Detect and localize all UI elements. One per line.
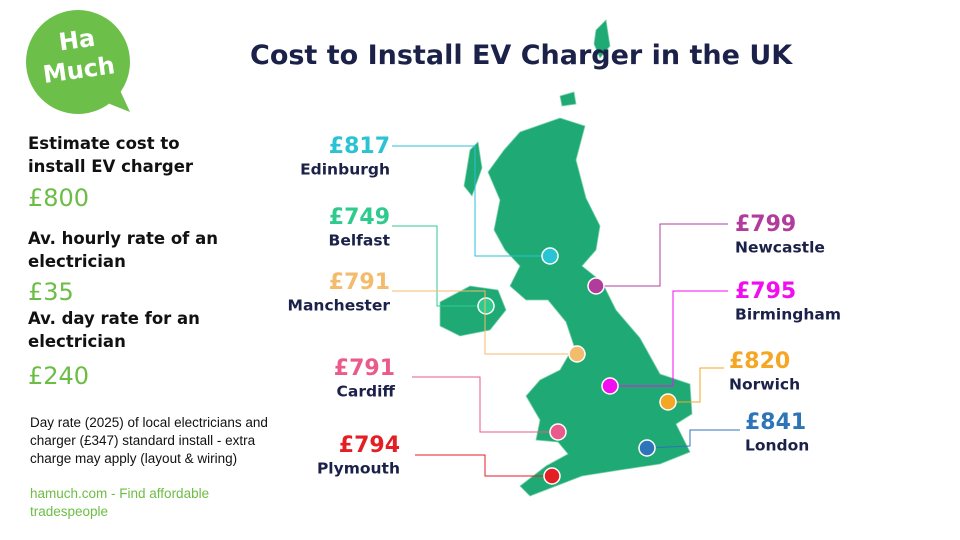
- city-price: £794: [339, 433, 400, 458]
- title: Cost to Install EV Charger in the UK: [250, 40, 793, 71]
- city-price: £817: [329, 134, 390, 159]
- city-name: Newcastle: [735, 239, 825, 257]
- city-dot: [549, 423, 567, 441]
- sidebar-value: £800: [28, 184, 90, 212]
- city-price: £841: [745, 410, 806, 435]
- link[interactable]: hamuch.com - Find affordable tradespeopl…: [30, 486, 210, 519]
- leader-line: [392, 145, 550, 257]
- sidebar-label: Av. hourly rate of an electrician: [28, 229, 218, 271]
- city-name: Edinburgh: [300, 161, 390, 179]
- city-dot: [477, 297, 495, 315]
- city-dot: [587, 277, 605, 295]
- sidebar-label: Av. day rate for an electrician: [28, 309, 200, 351]
- uk-map: [439, 19, 693, 497]
- city-dot: [543, 467, 561, 485]
- note: Day rate (2025) of local electricians an…: [30, 415, 268, 466]
- leader-line: [412, 376, 558, 433]
- logo: Ha Much: [26, 10, 130, 114]
- sidebar-label: Estimate cost to install EV charger: [28, 134, 194, 176]
- leader-line: [415, 454, 552, 477]
- leader-line: [646, 429, 740, 449]
- city-price: £791: [329, 270, 390, 295]
- city-price: £820: [729, 349, 790, 374]
- city-dot: [601, 377, 619, 395]
- city-name: Cardiff: [337, 383, 396, 401]
- city-name: Belfast: [329, 232, 391, 250]
- sidebar-value: £35: [28, 278, 74, 306]
- city-price: £749: [329, 205, 390, 230]
- leader-line: [392, 225, 486, 307]
- city-price: £795: [735, 279, 796, 304]
- city-name: Manchester: [288, 297, 391, 315]
- city-dot: [541, 247, 559, 265]
- city-price: £799: [735, 212, 796, 237]
- city-name: Norwich: [729, 376, 800, 394]
- leader-line: [392, 290, 577, 355]
- city-name: Birmingham: [735, 306, 841, 324]
- leader-line: [596, 223, 728, 287]
- city-name: Plymouth: [317, 460, 400, 478]
- city-name: London: [745, 437, 809, 455]
- city-dot: [659, 393, 677, 411]
- logo-text: Ha: [57, 24, 97, 57]
- city-dot: [638, 439, 656, 457]
- city-dot: [568, 345, 586, 363]
- sidebar-value: £240: [28, 362, 90, 390]
- city-price: £791: [334, 356, 395, 381]
- leaders: [392, 145, 740, 485]
- leader-line: [668, 367, 724, 403]
- leader-line: [610, 290, 728, 387]
